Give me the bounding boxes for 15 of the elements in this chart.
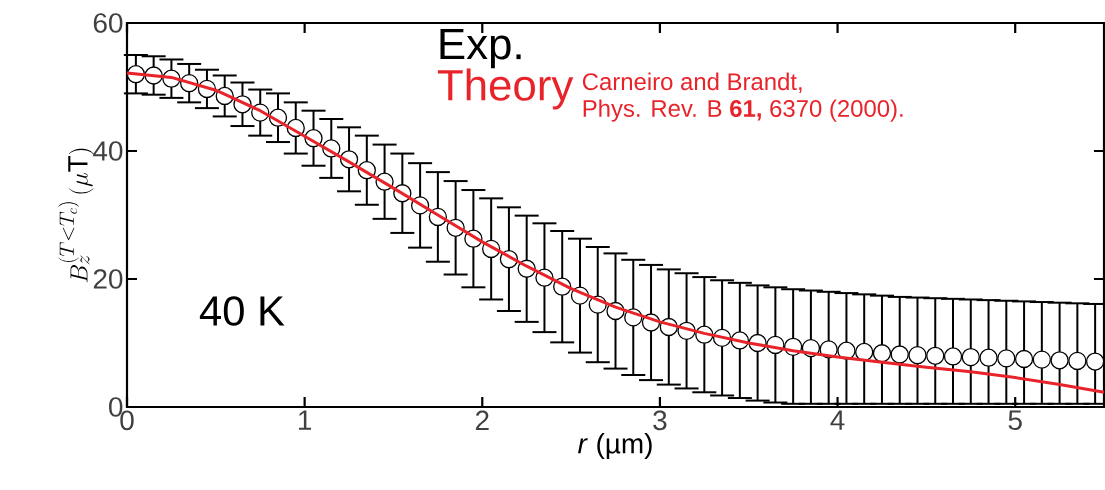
x-tick-label: 1 xyxy=(299,410,312,430)
text: Theory xyxy=(437,68,574,110)
x-tick-label: 4 xyxy=(830,410,845,430)
x-axis-title: r (µm) xyxy=(578,433,652,460)
x-tick-label: 2 xyxy=(475,410,489,430)
x-tick-label: 5 xyxy=(1008,410,1022,430)
y-axis-title: $B_{z}^{(T<T_{c})}\,(\mu\mathrm{T})$ xyxy=(58,148,94,283)
y-tick-label: 60 xyxy=(93,13,123,33)
annotation: 40 K xyxy=(199,296,285,326)
y-tick-label: 20 xyxy=(93,269,123,289)
annotation: Phys. Rev. B 61, 6370 (2000). xyxy=(583,99,903,122)
legend-label: Exp. xyxy=(440,28,521,69)
x-tick-label: 3 xyxy=(653,410,667,431)
y-tick-label: 40 xyxy=(93,141,123,161)
annotation: Carneiro and Brandt, xyxy=(582,72,802,93)
